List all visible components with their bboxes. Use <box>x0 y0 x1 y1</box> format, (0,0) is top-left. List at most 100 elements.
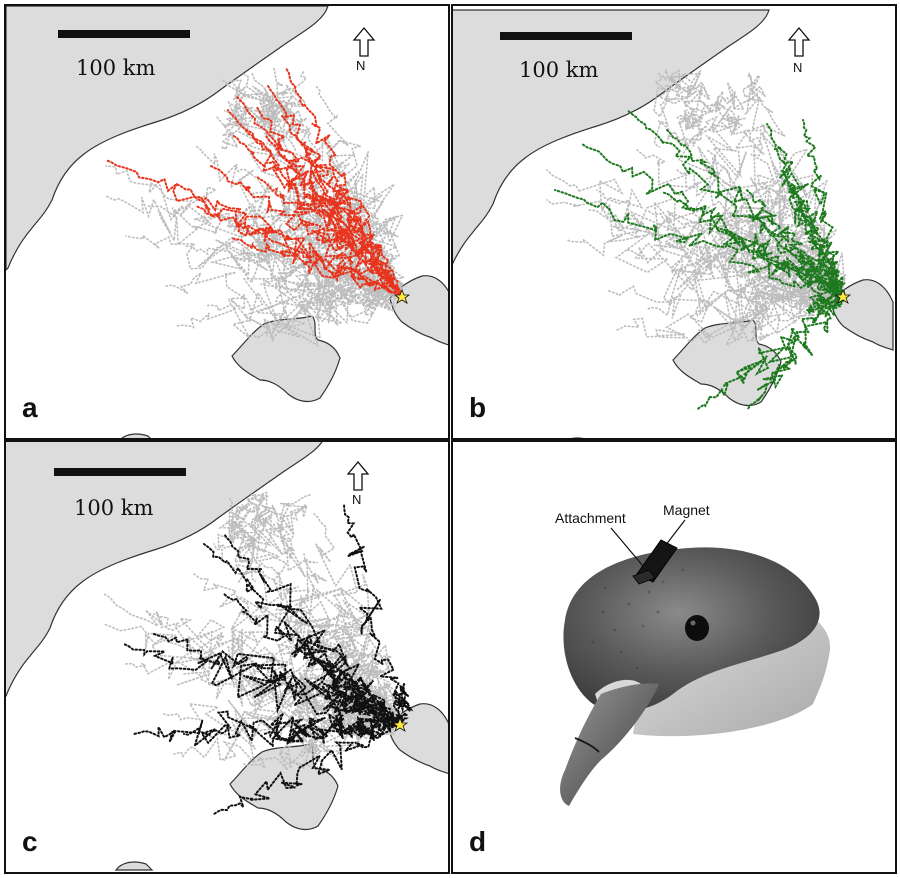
magnet-leader-line <box>664 519 686 547</box>
background-track <box>269 521 294 556</box>
feather-speckles <box>591 568 685 670</box>
background-track <box>253 97 279 126</box>
highlighted-track <box>227 109 404 297</box>
map-canvas-a <box>6 6 448 438</box>
colony-star-icon <box>834 288 852 304</box>
background-track <box>664 69 698 99</box>
background-track <box>105 165 404 297</box>
scale-bar-label: 100 km <box>74 496 154 520</box>
mainland-coast <box>6 6 329 271</box>
background-track <box>173 709 402 770</box>
highlighted-track <box>253 663 402 726</box>
highlighted-track <box>666 129 845 301</box>
north-arrow-icon <box>787 26 811 57</box>
background-track <box>237 509 302 583</box>
highlighted-track <box>305 155 404 297</box>
highlighted-track <box>293 643 402 725</box>
north-label: N <box>352 492 362 507</box>
map-panel-c: 100 km N c <box>4 440 450 874</box>
highlighted-tracks <box>554 109 846 411</box>
background-track <box>273 523 402 725</box>
north-arrow-icon <box>346 460 370 491</box>
mallorca-island <box>229 743 339 831</box>
background-track <box>222 79 281 112</box>
background-track <box>616 283 845 342</box>
highlighted-track <box>554 189 845 301</box>
colony-star-icon <box>391 716 409 732</box>
scale-bar-label: 100 km <box>76 56 156 80</box>
attachment-leader-line <box>610 527 644 567</box>
background-track <box>756 89 845 301</box>
scale-bar <box>500 32 632 40</box>
background-track <box>744 75 766 141</box>
magnet-label: Magnet <box>663 502 710 518</box>
background-track <box>678 114 704 147</box>
background-track <box>295 262 404 323</box>
photo-panel-d: Attachment Magnet d <box>451 440 897 874</box>
highlighted-track <box>343 503 402 725</box>
background-track <box>674 96 732 128</box>
background-track <box>185 240 404 301</box>
highlighted-track <box>746 299 845 411</box>
mallorca-island <box>231 315 341 403</box>
north-arrow-icon <box>352 26 376 57</box>
background-track <box>303 553 402 725</box>
north-label: N <box>793 60 803 75</box>
mainland-coast <box>453 9 770 265</box>
background-track <box>742 72 766 99</box>
highlighted-track <box>786 179 845 301</box>
highlighted-track <box>716 229 845 301</box>
highlighted-tracks <box>105 67 404 297</box>
background-track <box>653 72 670 148</box>
background-track <box>596 189 845 301</box>
background-track <box>228 502 249 542</box>
background-track <box>774 169 846 301</box>
bird-bill <box>560 683 659 806</box>
background-track <box>265 95 295 126</box>
attachment-tape <box>632 569 656 585</box>
highlighted-track <box>183 713 402 744</box>
background-track <box>238 491 269 520</box>
highlighted-track <box>223 533 402 725</box>
highlighted-track <box>391 683 414 725</box>
background-track <box>678 69 712 101</box>
menorca-island <box>389 275 448 346</box>
attachment-label: Attachment <box>555 510 626 526</box>
highlighted-track <box>802 119 845 301</box>
highlighted-track <box>696 299 845 411</box>
mainland-coast <box>6 442 323 697</box>
background-track <box>656 119 845 301</box>
panel-label-b: b <box>469 392 487 423</box>
map-panel-a: 100 km N a <box>4 4 450 440</box>
scale-bar <box>54 468 186 476</box>
southern-land <box>121 433 151 438</box>
panel-label-a: a <box>22 392 38 423</box>
north-label: N <box>356 58 366 73</box>
map-canvas-b <box>453 9 894 438</box>
mallorca-island <box>672 319 782 407</box>
background-track <box>228 527 257 563</box>
bird-eye <box>685 615 709 641</box>
background-track <box>646 209 845 301</box>
background-track <box>251 73 297 152</box>
background-track <box>723 82 757 110</box>
background-track <box>657 83 686 105</box>
bird-head-photo <box>560 519 830 806</box>
colony-star-icon <box>393 288 411 304</box>
background-track <box>721 112 744 137</box>
map-canvas-c <box>6 442 448 871</box>
panel-label-c: c <box>22 826 38 857</box>
highlighted-track <box>255 175 404 297</box>
background-track <box>105 195 404 297</box>
background-track <box>226 520 258 554</box>
highlighted-track <box>235 95 404 297</box>
highlighted-track <box>805 291 846 317</box>
background-track <box>217 499 252 549</box>
scale-bar-label: 100 km <box>519 58 599 82</box>
panel-label-d: d <box>469 826 487 857</box>
southern-land <box>114 861 154 871</box>
background-track <box>716 99 845 301</box>
background-track <box>220 116 249 152</box>
highlighted-track <box>285 67 404 297</box>
bill-line <box>574 737 600 753</box>
